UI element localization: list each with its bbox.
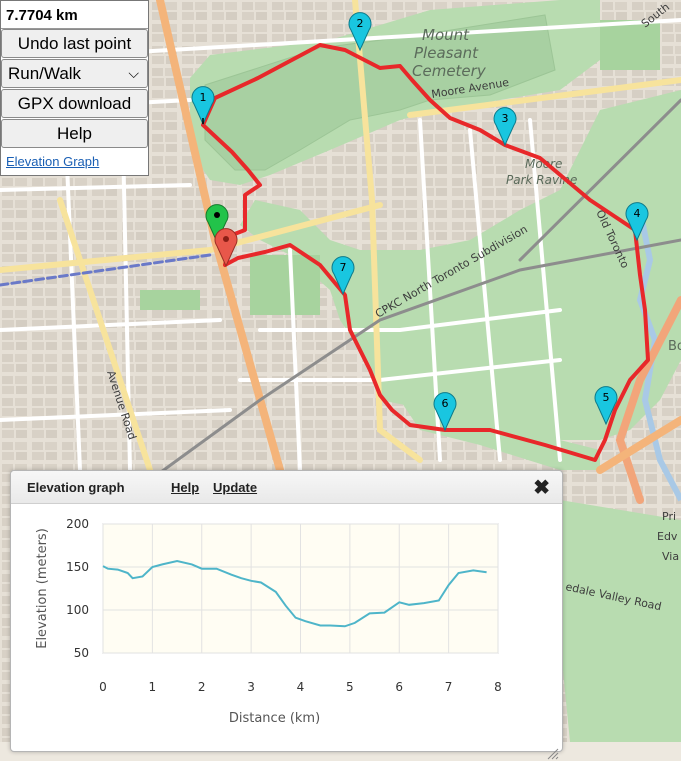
dialog-update-link[interactable]: Update <box>213 480 258 495</box>
elevation-dialog: Elevation graph Help Update ✖ 200 150 100 5… <box>10 470 563 760</box>
x-tick-label: 6 <box>395 680 403 694</box>
x-tick-label: 3 <box>247 680 255 694</box>
park-darker <box>140 20 660 315</box>
help-button[interactable]: Help <box>1 119 148 148</box>
dialog-help-link[interactable]: Help <box>171 480 200 495</box>
resize-handle-icon[interactable] <box>546 747 560 761</box>
x-tick-label: 1 <box>149 680 157 694</box>
label-pleasant: Pleasant <box>414 44 479 62</box>
marker-1[interactable]: 1 <box>191 86 215 126</box>
route-distance: 7.7704 km <box>1 1 148 29</box>
marker-3[interactable]: 3 <box>493 107 517 147</box>
end-marker[interactable] <box>214 228 238 268</box>
label-edv: Edv <box>657 530 678 543</box>
elevation-graph-link[interactable]: Elevation Graph <box>6 154 100 169</box>
elevation-series-line <box>102 559 487 628</box>
roads <box>0 0 681 504</box>
x-tick-label: 4 <box>297 680 305 694</box>
marker-6[interactable]: 6 <box>433 392 457 432</box>
river <box>636 209 681 502</box>
undo-last-point-button[interactable]: Undo last point <box>1 29 148 58</box>
x-tick-label: 5 <box>346 680 354 694</box>
label-via: Via <box>662 550 679 563</box>
marker-label: 7 <box>340 261 347 274</box>
marker-2[interactable]: 2 <box>348 12 372 52</box>
label-pri: Pri <box>662 510 676 523</box>
dialog-title: Elevation graph <box>27 480 125 495</box>
close-icon[interactable]: ✖ <box>533 477 550 499</box>
cemetery-area <box>204 14 556 171</box>
label-bo: Bo <box>668 339 681 354</box>
marker-4[interactable]: 4 <box>625 202 649 242</box>
x-tick-label: 7 <box>445 680 453 694</box>
marker-label: 2 <box>357 17 364 30</box>
marker-5[interactable]: 5 <box>594 386 618 426</box>
route-markers: 1 2 3 4 5 6 7 <box>191 12 649 432</box>
mode-select[interactable]: Run/Walk ⌵ <box>1 59 148 88</box>
marker-label: 4 <box>634 207 641 220</box>
chevron-down-icon: ⌵ <box>128 65 139 81</box>
elevation-chart: 200 150 100 50 0 1 2 3 4 5 6 7 8 Elevation (meters)… <box>35 517 502 726</box>
y-tick-label: 200 <box>66 517 89 531</box>
x-tick-label: 0 <box>99 680 107 694</box>
y-tick-label: 150 <box>66 560 89 574</box>
dialog-header[interactable]: Elevation graph Help Update ✖ <box>11 471 562 504</box>
marker-label: 1 <box>200 91 207 104</box>
marker-label: 6 <box>442 397 449 410</box>
x-axis-label: Distance (km) <box>229 711 320 726</box>
label-cemetery: Cemetery <box>412 62 487 80</box>
y-tick-label: 100 <box>66 603 89 617</box>
start-marker[interactable] <box>205 204 229 244</box>
marker-label: 5 <box>603 391 610 404</box>
marker-7[interactable]: 7 <box>331 256 355 296</box>
y-axis-label: Elevation (meters) <box>35 528 50 649</box>
control-panel: 7.7704 km Undo last point Run/Walk ⌵ GPX… <box>0 0 149 176</box>
label-mount: Mount <box>422 26 470 44</box>
x-tick-label: 8 <box>494 680 502 694</box>
y-tick-label: 50 <box>74 646 89 660</box>
marker-label: 3 <box>502 112 509 125</box>
x-tick-label: 2 <box>198 680 206 694</box>
gpx-download-button[interactable]: GPX download <box>1 89 148 118</box>
mode-select-value: Run/Walk <box>8 64 82 83</box>
